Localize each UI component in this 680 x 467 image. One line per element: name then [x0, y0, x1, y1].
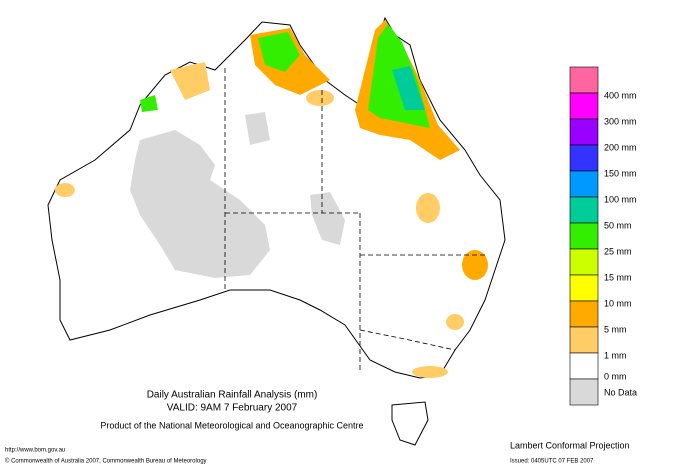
legend-label: 300 mm — [604, 116, 637, 126]
legend: 400 mm 300 mm 200 mm 150 mm 100 mm 50 mm 25 mm… — [569, 66, 637, 406]
legend-swatch — [569, 170, 599, 198]
legend-swatch — [569, 92, 599, 120]
url: http://www.bom.gov.au — [5, 448, 65, 454]
legend-swatch — [569, 300, 599, 328]
legend-label: 15 mm — [604, 272, 632, 282]
legend-swatch — [569, 196, 599, 224]
state-borders — [224, 68, 485, 372]
rain-area — [140, 95, 158, 112]
legend-label: 200 mm — [604, 142, 637, 152]
legend-label: 150 mm — [604, 168, 637, 178]
legend-label: 50 mm — [604, 220, 632, 230]
product-note: Product of the National Meteorological a… — [100, 420, 363, 430]
australia — [47, 16, 506, 446]
rain-area — [306, 90, 334, 106]
legend-label: 100 mm — [604, 194, 637, 204]
map-title: Daily Australian Rainfall Analysis (mm) — [147, 390, 318, 401]
projection: Lambert Conformal Projection — [510, 440, 630, 450]
rain-area — [392, 66, 425, 110]
legend-swatch — [569, 222, 599, 250]
rain-area — [258, 32, 300, 72]
no-data-area — [130, 130, 270, 278]
legend-label: 5 mm — [604, 324, 627, 334]
rain-area — [462, 250, 488, 280]
legend-swatch — [569, 118, 599, 146]
tasmania — [391, 401, 429, 446]
rain-area — [446, 314, 464, 330]
legend-swatch — [569, 248, 599, 276]
legend-swatch — [569, 378, 599, 406]
legend-label: 0 mm — [604, 371, 627, 381]
legend-swatch — [569, 144, 599, 172]
legend-label: 400 mm — [604, 90, 637, 100]
rain-area — [170, 62, 210, 100]
issued: Issued: 0405UTC 07 FEB 2007 — [510, 459, 594, 465]
legend-swatch — [569, 274, 599, 302]
rain-area — [55, 183, 75, 197]
copyright: © Commonwealth of Australia 2007, Common… — [5, 458, 207, 465]
rain-area — [416, 193, 440, 223]
legend-swatch — [569, 66, 599, 94]
legend-label: 25 mm — [604, 246, 632, 256]
valid-time: VALID: 9AM 7 February 2007 — [167, 403, 298, 414]
legend-label: 10 mm — [604, 298, 632, 308]
legend-swatch — [569, 326, 599, 354]
legend-swatch — [569, 352, 599, 380]
no-data-area — [310, 192, 345, 245]
legend-label: No Data — [604, 387, 637, 397]
no-data-area — [245, 112, 270, 145]
legend-label: 1 mm — [604, 350, 627, 360]
rain-area — [412, 366, 448, 378]
